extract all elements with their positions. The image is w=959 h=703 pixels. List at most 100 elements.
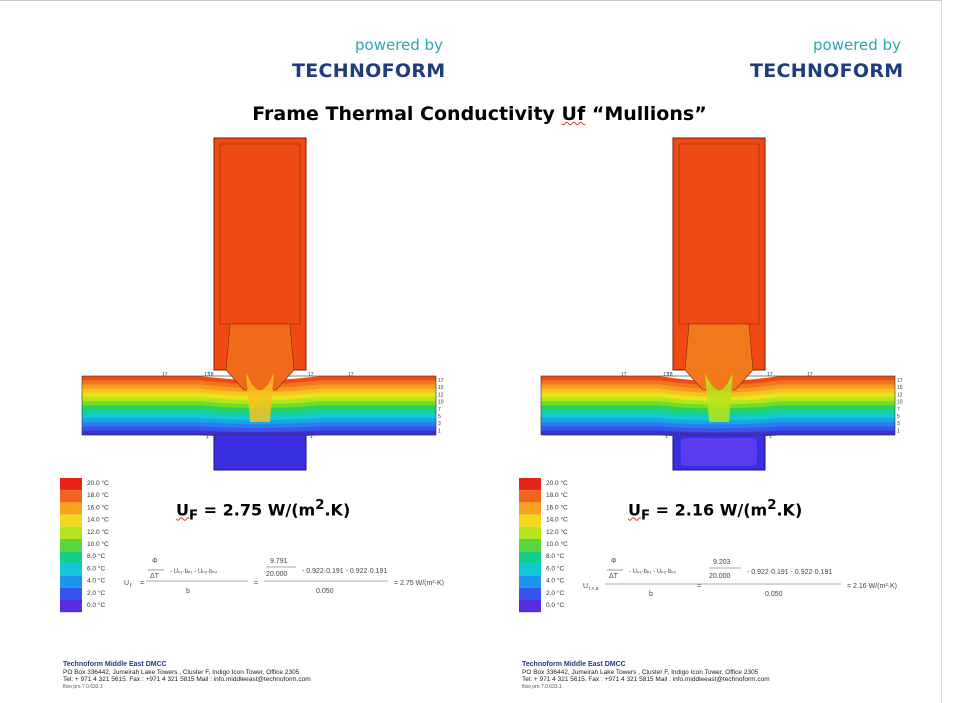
svg-text:18: 18 (208, 372, 214, 378)
uf-symbol: U (628, 500, 641, 519)
svg-text:10.0 °C: 10.0 °C (87, 540, 109, 548)
svg-text:1: 1 (665, 434, 668, 440)
svg-text:8.0 °C: 8.0 °C (87, 552, 105, 560)
svg-text:12: 12 (897, 392, 903, 398)
svg-text:20.0 °C: 20.0 °C (87, 479, 109, 487)
svg-text:1: 1 (310, 434, 313, 440)
thermal-diagram-right: 171718171717171515121210107755331111 (539, 132, 909, 472)
svg-text:2.0 °C: 2.0 °C (87, 589, 105, 597)
formula-num: 9.791 (270, 558, 288, 565)
formula-lhs-sub: f,A,B (589, 586, 599, 591)
svg-text:8.0 °C: 8.0 °C (546, 552, 564, 560)
logo-right-technoform: TECHNOFORM (750, 60, 904, 82)
formula-den: 20.000 (266, 571, 288, 578)
uf-subscript: F (189, 509, 198, 524)
svg-text:3: 3 (897, 421, 900, 427)
svg-text:10: 10 (897, 400, 903, 406)
svg-text:17: 17 (438, 378, 444, 384)
svg-text:17: 17 (897, 378, 903, 384)
svg-text:18.0 °C: 18.0 °C (546, 491, 568, 499)
thermal-diagram-left: 171718171717171515121210107755331111 (80, 132, 450, 472)
svg-text:3: 3 (438, 421, 441, 427)
svg-text:4.0 °C: 4.0 °C (546, 577, 564, 585)
uf-value-left: UF = 2.75 W/(m2.K) (176, 498, 350, 524)
uf-unit-end: .K) (776, 500, 802, 519)
formula-bval: 0.050 (316, 588, 334, 595)
logo-right-powered-by: powered by (813, 36, 901, 54)
footer-company: Technoform Middle East DMCC (63, 661, 311, 669)
svg-text:16.0 °C: 16.0 °C (546, 503, 568, 511)
svg-text:5: 5 (438, 414, 441, 420)
formula-lhs: U (124, 580, 129, 587)
footer-company: Technoform Middle East DMCC (522, 661, 770, 669)
formula-phi: Φ (611, 558, 617, 565)
svg-text:18.0 °C: 18.0 °C (87, 491, 109, 499)
svg-text:0.0 °C: 0.0 °C (546, 601, 564, 609)
uf-value-right: UF = 2.16 W/(m2.K) (628, 498, 802, 524)
uf-unit-end: .K) (324, 500, 350, 519)
svg-text:20.0 °C: 20.0 °C (546, 479, 568, 487)
svg-text:2.0 °C: 2.0 °C (546, 589, 564, 597)
formula-result: = 2.75 W/(m²·K) (394, 580, 444, 587)
footer-version: flixo pro 7.0.633.1 (522, 684, 770, 692)
svg-text:14.0 °C: 14.0 °C (87, 516, 109, 524)
svg-text:10.0 °C: 10.0 °C (546, 540, 568, 548)
svg-text:15: 15 (897, 385, 903, 391)
svg-text:12: 12 (438, 392, 444, 398)
formula-phi: Φ (152, 558, 158, 565)
svg-text:17: 17 (807, 372, 813, 378)
footer-left: Technoform Middle East DMCC PO Box 33644… (63, 661, 311, 691)
svg-text:15: 15 (438, 385, 444, 391)
svg-text:5: 5 (897, 414, 900, 420)
svg-text:17: 17 (767, 372, 773, 378)
svg-text:7: 7 (897, 407, 900, 413)
title-text-2: “Mullions” (585, 103, 706, 125)
logo-left-technoform: TECHNOFORM (292, 60, 446, 82)
formula-rest: - 0.922·0.191 - 0.922·0.191 (302, 568, 387, 575)
title-text-1: Frame Thermal Conductivity (252, 103, 561, 125)
top-border (0, 0, 942, 1)
footer-version: flixo pro 7.0.633.1 (63, 684, 311, 692)
formula-eq-2: = (254, 580, 258, 587)
footer-right: Technoform Middle East DMCC PO Box 33644… (522, 661, 770, 691)
svg-text:6.0 °C: 6.0 °C (87, 564, 105, 572)
footer-contact: Tel: + 971 4 321 5615. Fax : +971 4 321 … (522, 676, 770, 684)
logo-left-powered-by: powered by (355, 36, 443, 54)
formula-terms: - Uₚ₁·bₚ₁ - Uₚ₂·bₚ₂ (170, 569, 218, 575)
svg-text:14.0 °C: 14.0 °C (546, 516, 568, 524)
svg-text:17: 17 (348, 372, 354, 378)
uf-formula-right: U f,A,B Φ ΔT - Uₚ₁·bₚ₁ - Uₚ₂·bₚ₂ b₟ = 9.… (579, 548, 919, 620)
uf-formula-left: U f = Φ ΔT - Uₚ₁·bₚ₁ - Uₚ₂·bₚ₂ b₟ = 9.79… (120, 548, 460, 620)
svg-text:18: 18 (667, 372, 673, 378)
footer-contact: Tel: + 971 4 321 5615. Fax : +971 4 321 … (63, 676, 311, 684)
formula-lhs-sub: f (130, 583, 132, 589)
page-title: Frame Thermal Conductivity Uf “Mullions” (0, 103, 959, 125)
svg-text:4.0 °C: 4.0 °C (87, 577, 105, 585)
formula-dt: ΔT (150, 573, 160, 580)
svg-text:12.0 °C: 12.0 °C (546, 528, 568, 536)
formula-bval: 0.050 (765, 591, 783, 598)
svg-text:16.0 °C: 16.0 °C (87, 503, 109, 511)
formula-result: = 2.16 W/(m²·K) (847, 583, 897, 590)
svg-text:7: 7 (438, 407, 441, 413)
svg-text:12.0 °C: 12.0 °C (87, 528, 109, 536)
formula-num: 9.203 (713, 559, 731, 566)
formula-lhs: U (583, 583, 588, 590)
svg-text:1: 1 (438, 428, 441, 434)
svg-text:1: 1 (897, 428, 900, 434)
svg-text:6.0 °C: 6.0 °C (546, 564, 564, 572)
svg-text:17: 17 (162, 372, 168, 378)
formula-rest: - 0.922·0.191 - 0.922·0.191 (747, 569, 832, 576)
footer-address: PO Box 336442, Jumeirah Lake Towers , Cl… (522, 669, 770, 677)
uf-number: = 2.16 W/(m (650, 500, 767, 519)
svg-text:1: 1 (769, 434, 772, 440)
svg-text:17: 17 (308, 372, 314, 378)
svg-text:10: 10 (438, 400, 444, 406)
title-text-uf: Uf (562, 103, 586, 125)
uf-subscript: F (641, 509, 650, 524)
formula-eq-1: = (140, 580, 144, 587)
uf-symbol: U (176, 500, 189, 519)
formula-den: 20.000 (709, 573, 731, 580)
formula-bf: b₟ (186, 588, 190, 595)
formula-terms: - Uₚ₁·bₚ₁ - Uₚ₂·bₚ₂ (629, 569, 677, 575)
